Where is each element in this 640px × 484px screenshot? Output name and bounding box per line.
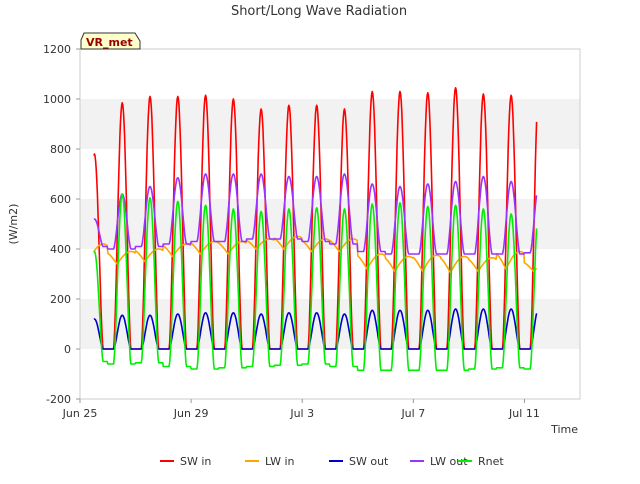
legend-label: SW in	[180, 455, 211, 468]
y-tick-label: 800	[50, 143, 71, 156]
legend-label: LW out	[430, 455, 468, 468]
grid-band	[80, 99, 580, 149]
legend-label: Rnet	[478, 455, 504, 468]
x-tick-label: Jul 7	[400, 407, 425, 420]
y-tick-label: 1200	[43, 43, 71, 56]
x-axis-ticks: Jun 25 Jun 29 Jul 3 Jul 7 Jul 11	[62, 399, 540, 420]
y-tick-label: 600	[50, 193, 71, 206]
series-line-lw-out	[93, 173, 538, 255]
station-badge-box	[80, 32, 141, 50]
x-tick-label: Jul 3	[289, 407, 314, 420]
legend-label: LW in	[265, 455, 295, 468]
y-tick-label: 400	[50, 243, 71, 256]
station-badge-label: VR_met	[86, 36, 133, 49]
x-axis-label: Time	[550, 423, 578, 436]
station-badge: VR_met	[80, 32, 141, 50]
series-line-rnet	[93, 193, 538, 372]
series-lines	[93, 87, 538, 372]
y-axis-label: (W/m2)	[7, 204, 20, 245]
x-tick-label: Jun 25	[62, 407, 98, 420]
y-tick-label: 200	[50, 293, 71, 306]
x-tick-label: Jun 29	[173, 407, 209, 420]
grid-band	[80, 299, 580, 349]
legend-label: SW out	[349, 455, 389, 468]
y-axis-ticks: -200 0 200 400 600 800 1000 1200	[43, 43, 80, 406]
x-tick-label: Jul 11	[508, 407, 540, 420]
grid-bands	[80, 99, 580, 349]
y-tick-label: 0	[64, 343, 71, 356]
y-tick-label: 1000	[43, 93, 71, 106]
y-tick-label: -200	[46, 393, 71, 406]
legend: SW in LW in SW out LW out Rnet	[160, 455, 504, 468]
chart-title: Short/Long Wave Radiation	[231, 4, 407, 19]
series-line-lw-in	[93, 235, 538, 274]
